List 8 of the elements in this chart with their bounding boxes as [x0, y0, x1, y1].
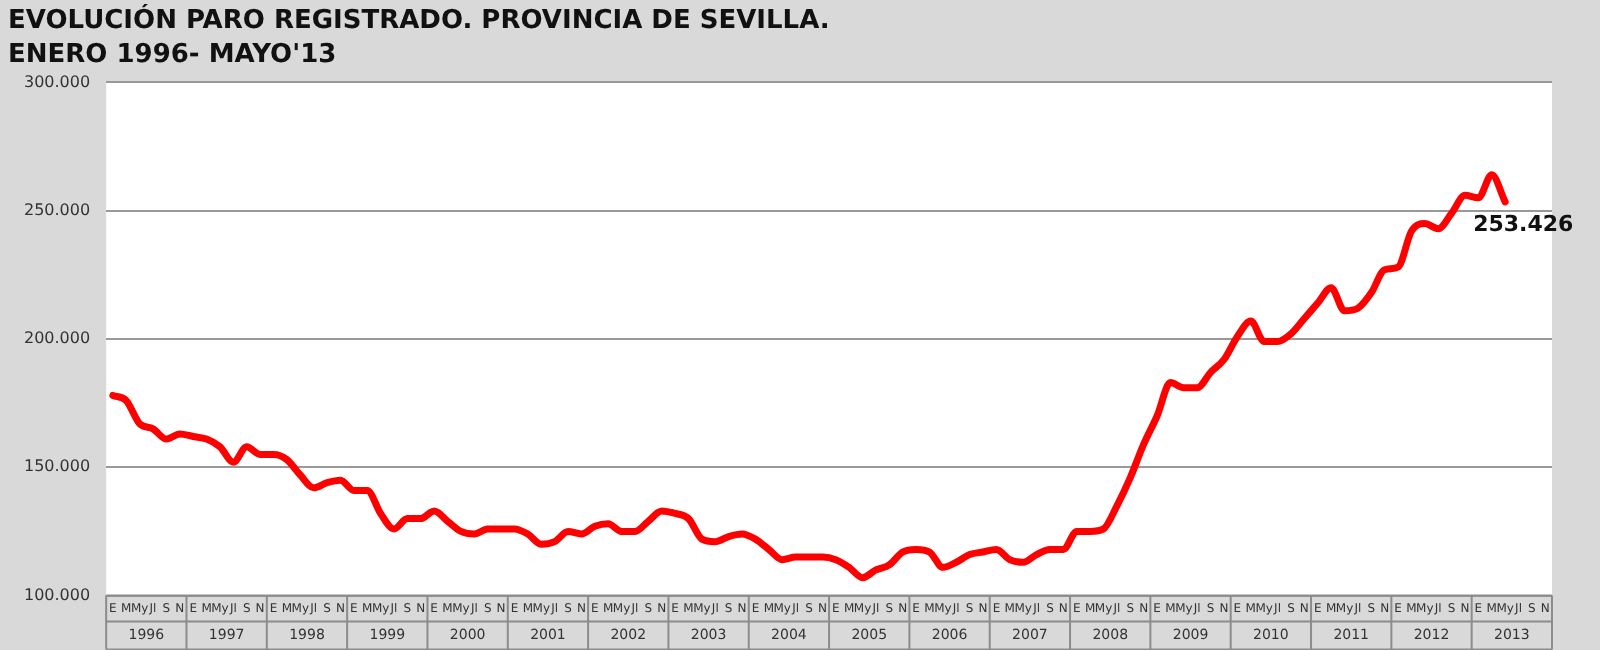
chart-subtitle: ENERO 1996- MAYO'13 [8, 39, 337, 70]
data-label: 253.426 [1473, 210, 1575, 237]
y-tick-label: 100.000 [23, 585, 91, 604]
chart-title: EVOLUCIÓN PARO REGISTRADO. PROVINCIA DE SEVILLA. [8, 2, 830, 37]
y-tick-label: 200.000 [23, 329, 91, 348]
y-tick-label: 300.000 [23, 72, 91, 91]
y-tick-label: 250.000 [23, 200, 91, 219]
y-tick-label: 150.000 [23, 457, 91, 476]
